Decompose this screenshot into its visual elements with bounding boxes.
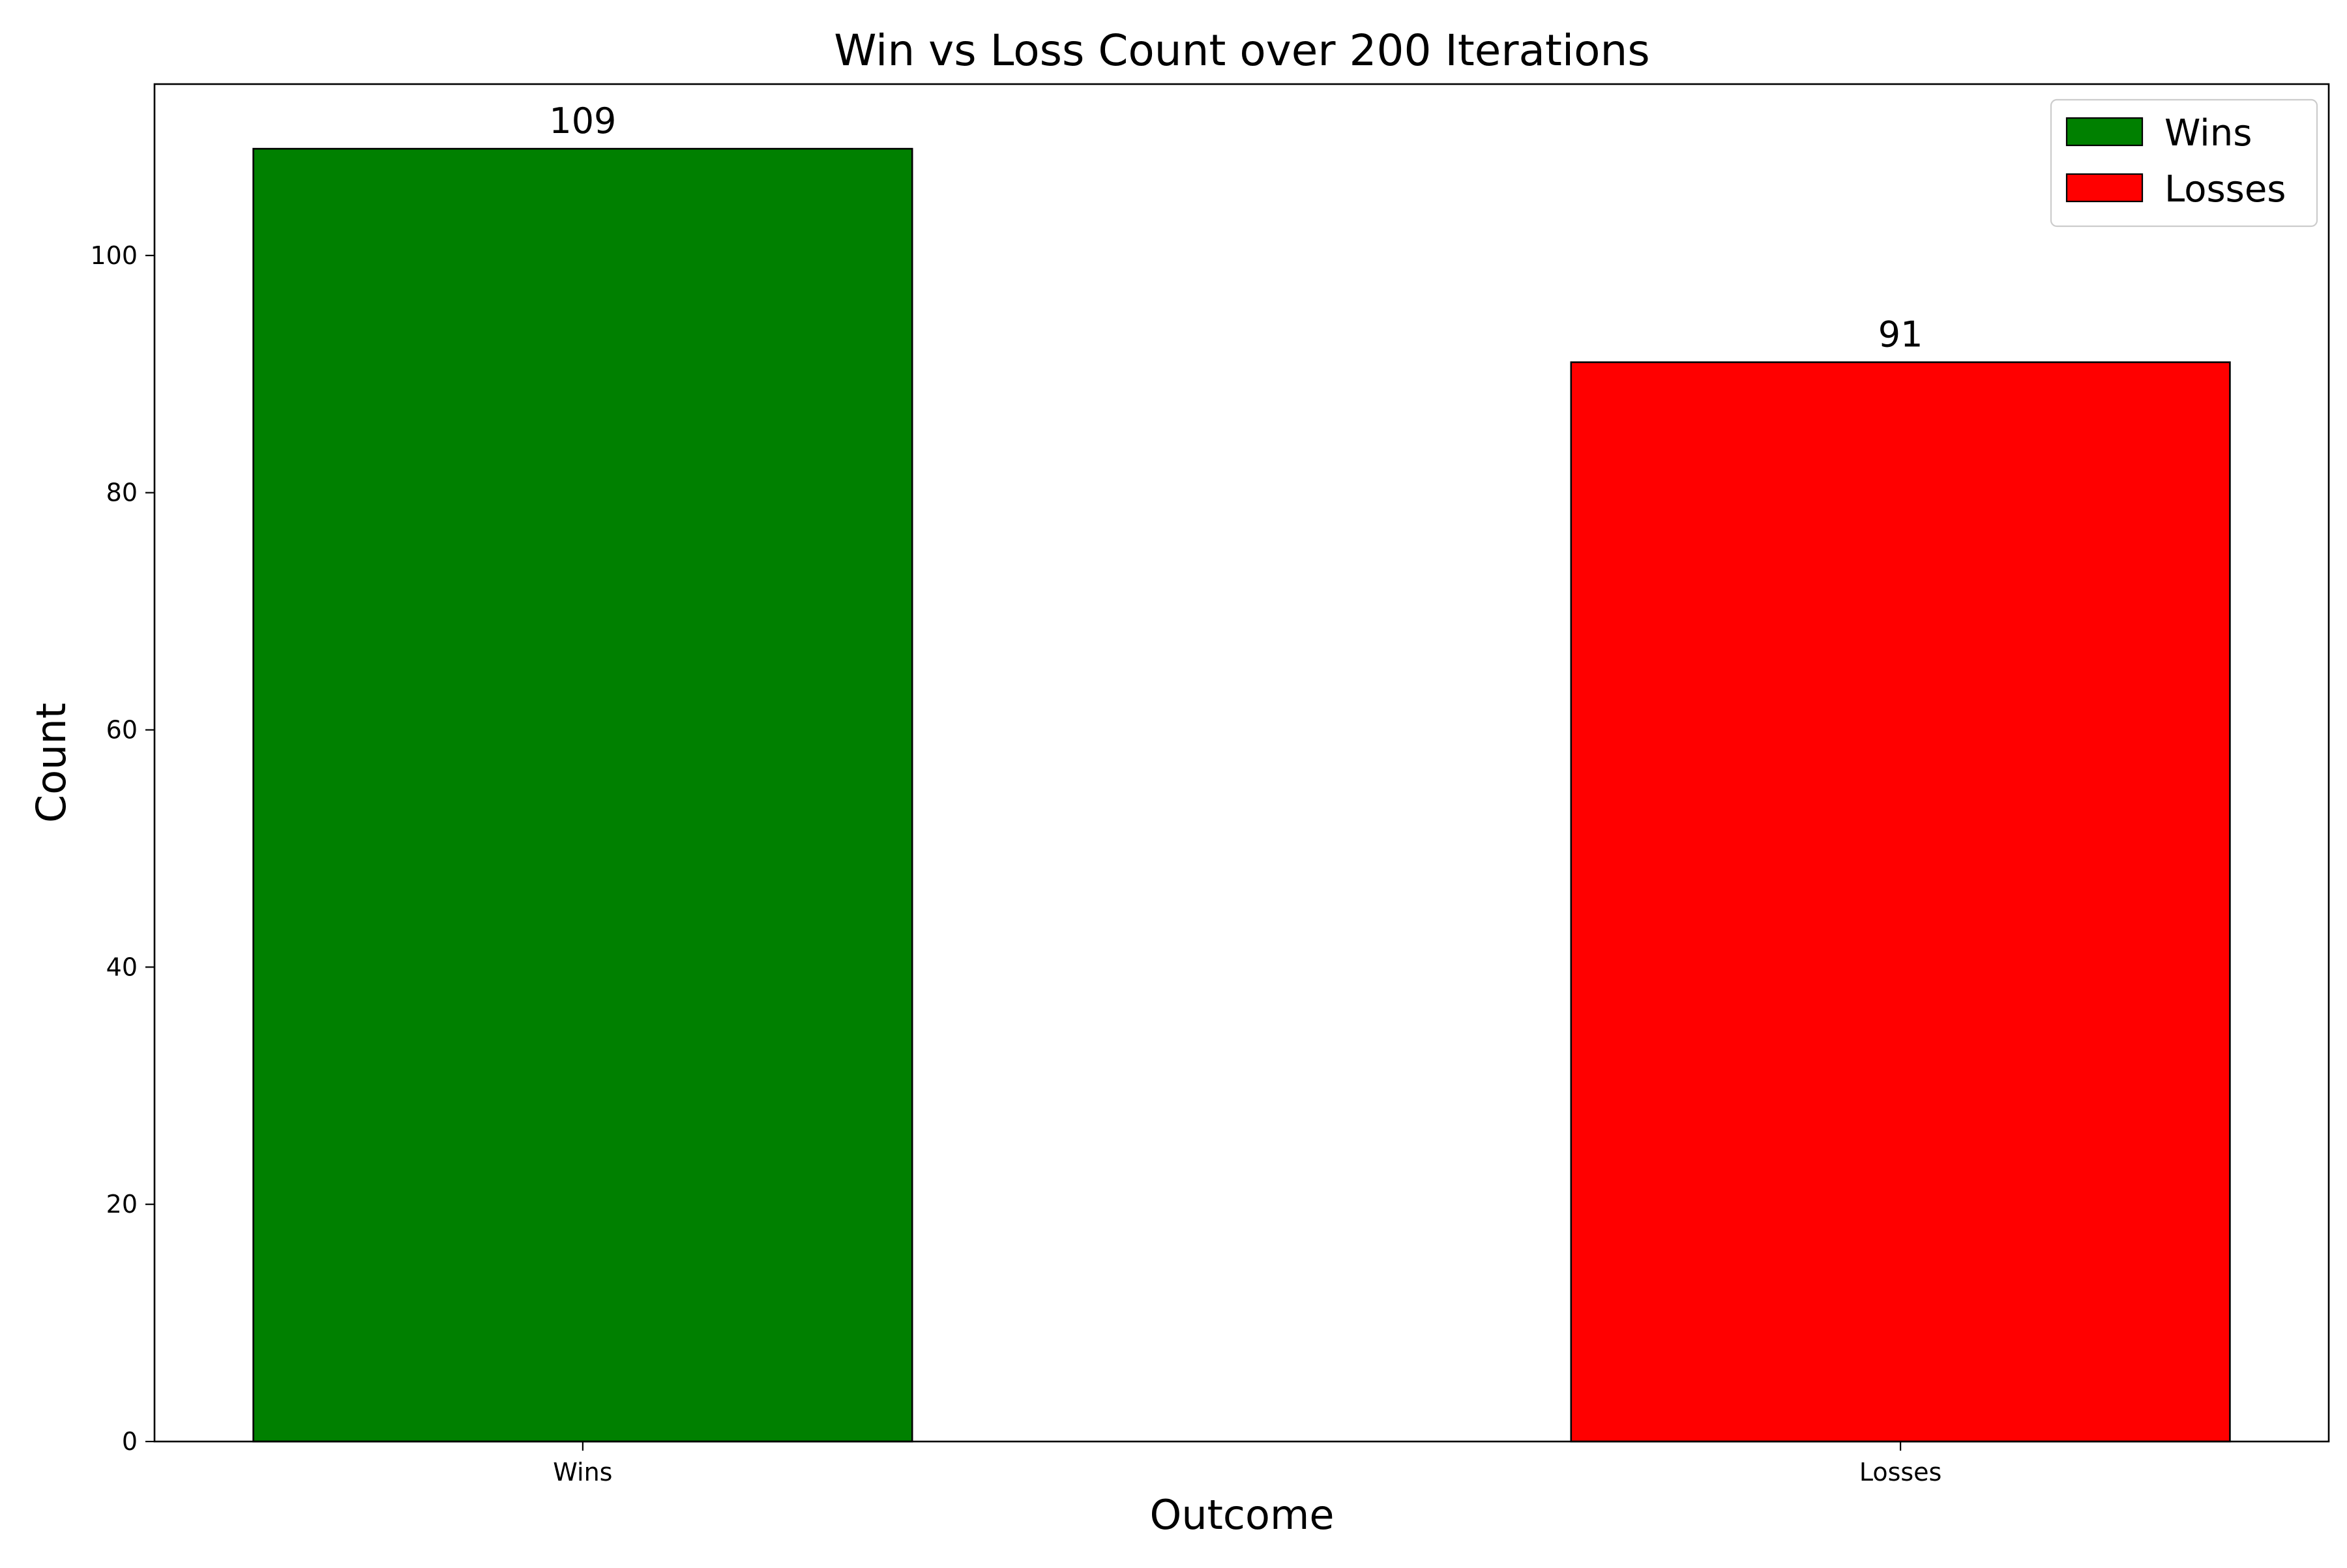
x-tick-label-losses: Losses bbox=[1859, 1458, 1942, 1487]
y-tick-label: 40 bbox=[106, 953, 138, 981]
y-tick-label: 80 bbox=[106, 479, 138, 507]
x-axis-label: Outcome bbox=[1150, 1491, 1335, 1539]
legend-label-losses: Losses bbox=[2164, 168, 2286, 211]
data-label-wins: 109 bbox=[549, 100, 616, 141]
x-tick-label-wins: Wins bbox=[553, 1458, 612, 1487]
y-tick-label: 20 bbox=[106, 1190, 138, 1219]
legend: Wins Losses bbox=[2050, 98, 2318, 228]
y-tick-label: 0 bbox=[122, 1427, 138, 1456]
y-tick-label: 100 bbox=[90, 241, 138, 270]
legend-swatch-wins bbox=[2065, 117, 2144, 147]
bars-layer bbox=[252, 147, 2231, 1443]
legend-swatch-losses bbox=[2065, 173, 2144, 203]
y-tick-label: 60 bbox=[106, 716, 138, 745]
legend-label-wins: Wins bbox=[2164, 112, 2252, 155]
data-labels-layer: 109 91 bbox=[549, 100, 1923, 355]
x-axis: Wins Losses bbox=[553, 1442, 1941, 1487]
bar-wins bbox=[252, 147, 913, 1443]
plot-frame bbox=[153, 83, 2330, 1443]
bar-losses bbox=[1570, 361, 2231, 1443]
y-axis-label: Count bbox=[27, 703, 75, 823]
y-axis: 0 20 40 60 80 100 bbox=[90, 241, 155, 1456]
chart-title: Win vs Loss Count over 200 Iterations bbox=[834, 25, 1650, 76]
data-label-losses: 91 bbox=[1878, 314, 1923, 355]
